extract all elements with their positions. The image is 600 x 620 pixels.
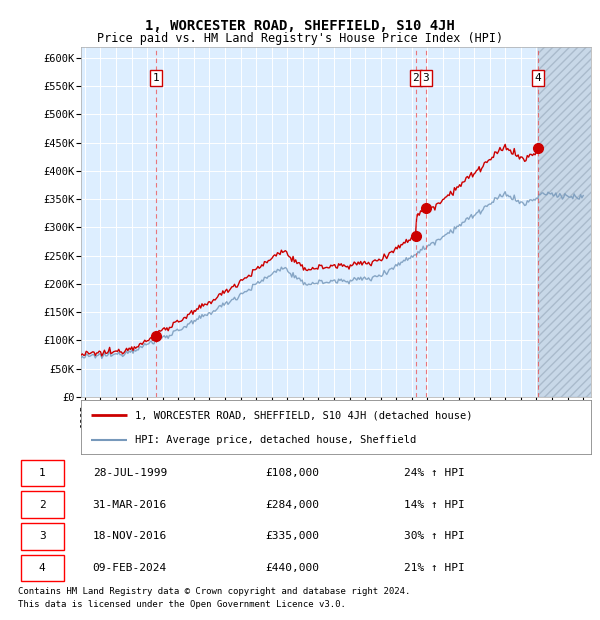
Text: £440,000: £440,000 (265, 563, 319, 573)
Text: 2: 2 (39, 500, 46, 510)
Bar (538, 46, 599, 397)
Text: 1: 1 (152, 73, 160, 83)
Text: 14% ↑ HPI: 14% ↑ HPI (404, 500, 464, 510)
Text: £284,000: £284,000 (265, 500, 319, 510)
Text: 1, WORCESTER ROAD, SHEFFIELD, S10 4JH: 1, WORCESTER ROAD, SHEFFIELD, S10 4JH (145, 19, 455, 33)
Text: £335,000: £335,000 (265, 531, 319, 541)
Text: 28-JUL-1999: 28-JUL-1999 (92, 468, 167, 478)
Text: 31-MAR-2016: 31-MAR-2016 (92, 500, 167, 510)
Text: 30% ↑ HPI: 30% ↑ HPI (404, 531, 464, 541)
Text: 2: 2 (412, 73, 419, 83)
Text: 21% ↑ HPI: 21% ↑ HPI (404, 563, 464, 573)
Text: 3: 3 (39, 531, 46, 541)
Text: 3: 3 (422, 73, 430, 83)
Text: 1: 1 (39, 468, 46, 478)
Text: 1, WORCESTER ROAD, SHEFFIELD, S10 4JH (detached house): 1, WORCESTER ROAD, SHEFFIELD, S10 4JH (d… (134, 410, 472, 420)
Text: 18-NOV-2016: 18-NOV-2016 (92, 531, 167, 541)
Text: Contains HM Land Registry data © Crown copyright and database right 2024.: Contains HM Land Registry data © Crown c… (18, 587, 410, 596)
Text: This data is licensed under the Open Government Licence v3.0.: This data is licensed under the Open Gov… (18, 600, 346, 609)
FancyBboxPatch shape (20, 459, 64, 486)
FancyBboxPatch shape (20, 523, 64, 549)
Text: Price paid vs. HM Land Registry's House Price Index (HPI): Price paid vs. HM Land Registry's House … (97, 32, 503, 45)
FancyBboxPatch shape (20, 555, 64, 582)
Text: £108,000: £108,000 (265, 468, 319, 478)
Text: HPI: Average price, detached house, Sheffield: HPI: Average price, detached house, Shef… (134, 435, 416, 445)
Text: 24% ↑ HPI: 24% ↑ HPI (404, 468, 464, 478)
Text: 09-FEB-2024: 09-FEB-2024 (92, 563, 167, 573)
Text: 4: 4 (535, 73, 542, 83)
Text: 4: 4 (39, 563, 46, 573)
FancyBboxPatch shape (20, 492, 64, 518)
